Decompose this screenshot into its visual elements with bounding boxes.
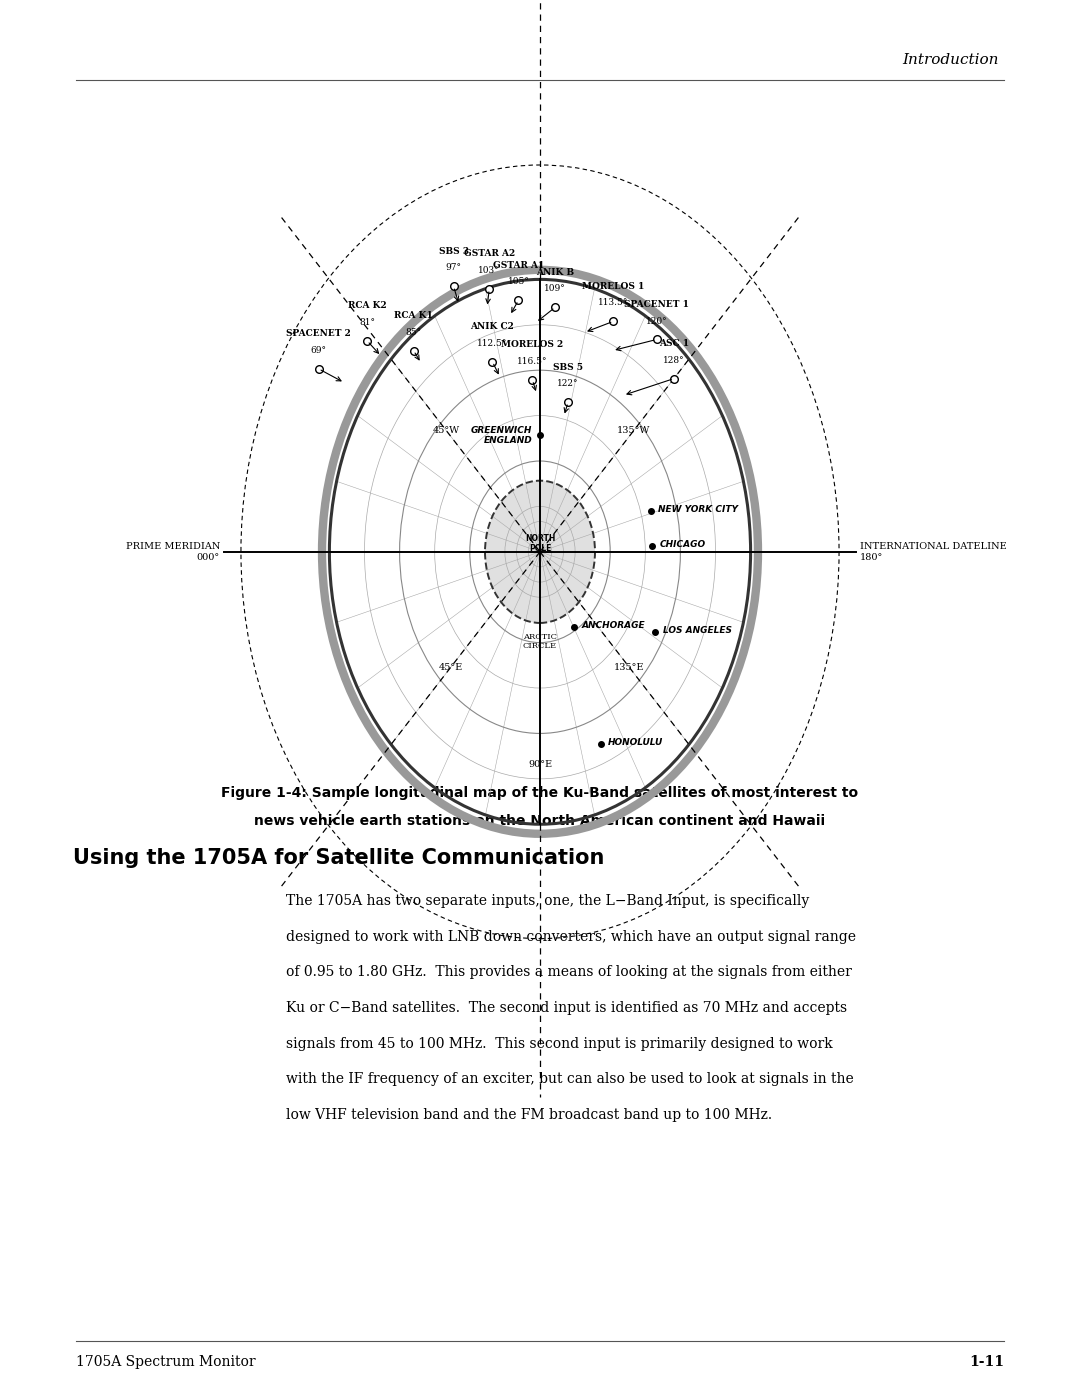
- Text: GSTAR A2: GSTAR A2: [463, 250, 515, 258]
- Text: ANCHORAGE: ANCHORAGE: [581, 622, 645, 630]
- Text: PRIME MERIDIAN
000°: PRIME MERIDIAN 000°: [125, 542, 220, 562]
- Text: signals from 45 to 100 MHz.  This second input is primarily designed to work: signals from 45 to 100 MHz. This second …: [286, 1037, 833, 1051]
- Text: 112.5°: 112.5°: [477, 339, 508, 348]
- Text: MORELOS 1: MORELOS 1: [582, 282, 645, 291]
- Text: RCA K1: RCA K1: [394, 312, 433, 320]
- Text: with the IF frequency of an exciter, but can also be used to look at signals in : with the IF frequency of an exciter, but…: [286, 1073, 854, 1087]
- Text: news vehicle earth stations on the North American continent and Hawaii: news vehicle earth stations on the North…: [255, 814, 825, 828]
- Text: NEW YORK CITY: NEW YORK CITY: [659, 504, 739, 514]
- Text: HONOLULU: HONOLULU: [608, 739, 663, 747]
- Text: GREENWICH
ENGLAND: GREENWICH ENGLAND: [471, 426, 532, 446]
- Text: 113.5°: 113.5°: [598, 299, 629, 307]
- Text: 90°E: 90°E: [528, 760, 552, 768]
- Text: SBS 3: SBS 3: [438, 247, 469, 256]
- Text: LOS ANGELES: LOS ANGELES: [663, 626, 732, 636]
- Text: low VHF television band and the FM broadcast band up to 100 MHz.: low VHF television band and the FM broad…: [286, 1108, 772, 1122]
- Text: 135°E: 135°E: [615, 664, 645, 672]
- Text: INTERNATIONAL DATELINE
180°: INTERNATIONAL DATELINE 180°: [860, 542, 1007, 562]
- Text: 69°: 69°: [311, 346, 326, 355]
- Text: NORTH
POLE: NORTH POLE: [525, 534, 555, 553]
- Text: 105°: 105°: [508, 278, 529, 286]
- Text: Introduction: Introduction: [903, 53, 999, 67]
- Circle shape: [485, 481, 595, 623]
- Text: SPACENET 2: SPACENET 2: [286, 330, 351, 338]
- Text: 81°: 81°: [360, 319, 375, 327]
- Text: ARCTIC
CIRCLE: ARCTIC CIRCLE: [523, 633, 557, 650]
- Text: ANIK C2: ANIK C2: [471, 323, 514, 331]
- Text: SBS 5: SBS 5: [553, 363, 583, 372]
- Text: ASC 1: ASC 1: [659, 339, 689, 348]
- Text: ANIK B: ANIK B: [536, 268, 575, 277]
- Text: 45°E: 45°E: [438, 664, 462, 672]
- Text: RCA K2: RCA K2: [348, 302, 387, 310]
- Text: 128°: 128°: [663, 356, 685, 365]
- Text: designed to work with LNB down converters, which have an output signal range: designed to work with LNB down converter…: [286, 930, 856, 944]
- Text: of 0.95 to 1.80 GHz.  This provides a means of looking at the signals from eithe: of 0.95 to 1.80 GHz. This provides a mea…: [286, 965, 852, 979]
- Text: 109°: 109°: [544, 285, 566, 293]
- Text: 1705A Spectrum Monitor: 1705A Spectrum Monitor: [76, 1355, 255, 1369]
- Text: MORELOS 2: MORELOS 2: [501, 341, 564, 349]
- Text: CHICAGO: CHICAGO: [660, 539, 706, 549]
- Text: SPACENET 1: SPACENET 1: [624, 300, 689, 309]
- Text: 122°: 122°: [557, 380, 579, 388]
- Text: 1-11: 1-11: [970, 1355, 1004, 1369]
- Text: 45°W: 45°W: [433, 426, 460, 434]
- Text: GSTAR A1: GSTAR A1: [492, 261, 544, 270]
- Text: Figure 1-4: Sample longitudinal map of the Ku-Band satellites of most interest t: Figure 1-4: Sample longitudinal map of t…: [221, 787, 859, 800]
- Text: 116.5°: 116.5°: [517, 358, 548, 366]
- Text: Ku or C−Band satellites.  The second input is identified as 70 MHz and accepts: Ku or C−Band satellites. The second inpu…: [286, 1000, 848, 1016]
- Text: The 1705A has two separate inputs, one, the L−Band Input, is specifically: The 1705A has two separate inputs, one, …: [286, 894, 809, 908]
- Text: 97°: 97°: [446, 264, 461, 272]
- Text: 85°: 85°: [406, 328, 421, 337]
- Text: 135°W: 135°W: [617, 426, 650, 434]
- Text: Using the 1705A for Satellite Communication: Using the 1705A for Satellite Communicat…: [73, 848, 605, 868]
- Text: 103°: 103°: [478, 267, 500, 275]
- Text: 120°: 120°: [646, 317, 667, 326]
